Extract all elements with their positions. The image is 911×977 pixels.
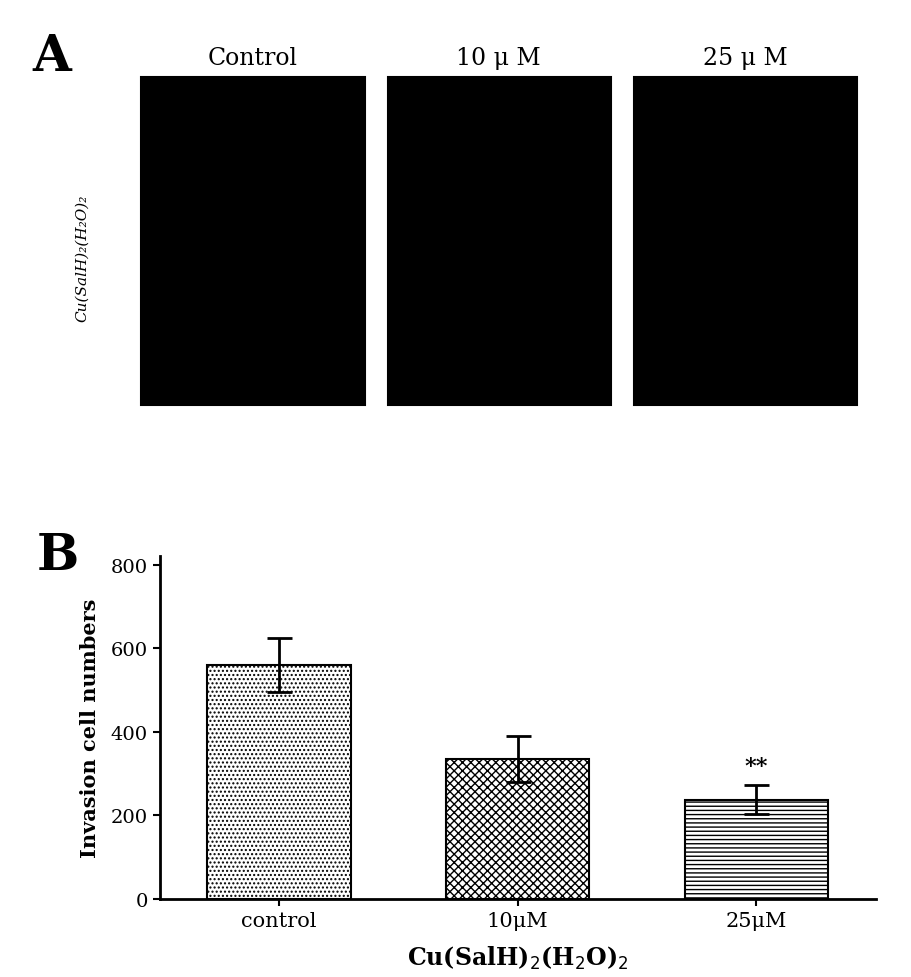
Bar bbox=[387, 78, 610, 406]
X-axis label: Cu(SalH)$_2$(H$_2$O)$_2$: Cu(SalH)$_2$(H$_2$O)$_2$ bbox=[406, 944, 628, 971]
Bar bbox=[141, 78, 364, 406]
Bar bbox=[207, 665, 350, 899]
Y-axis label: Invasion cell numbers: Invasion cell numbers bbox=[79, 598, 99, 858]
Text: A: A bbox=[32, 33, 71, 82]
Text: Control: Control bbox=[208, 47, 297, 69]
Text: 10 μ M: 10 μ M bbox=[456, 47, 540, 69]
Text: B: B bbox=[36, 531, 78, 580]
Text: Cu(SalH)₂(H₂O)₂: Cu(SalH)₂(H₂O)₂ bbox=[75, 194, 89, 321]
Bar bbox=[684, 800, 827, 899]
Bar bbox=[445, 759, 589, 899]
Bar bbox=[633, 78, 856, 406]
Text: 25 μ M: 25 μ M bbox=[702, 47, 786, 69]
Text: **: ** bbox=[743, 755, 767, 777]
